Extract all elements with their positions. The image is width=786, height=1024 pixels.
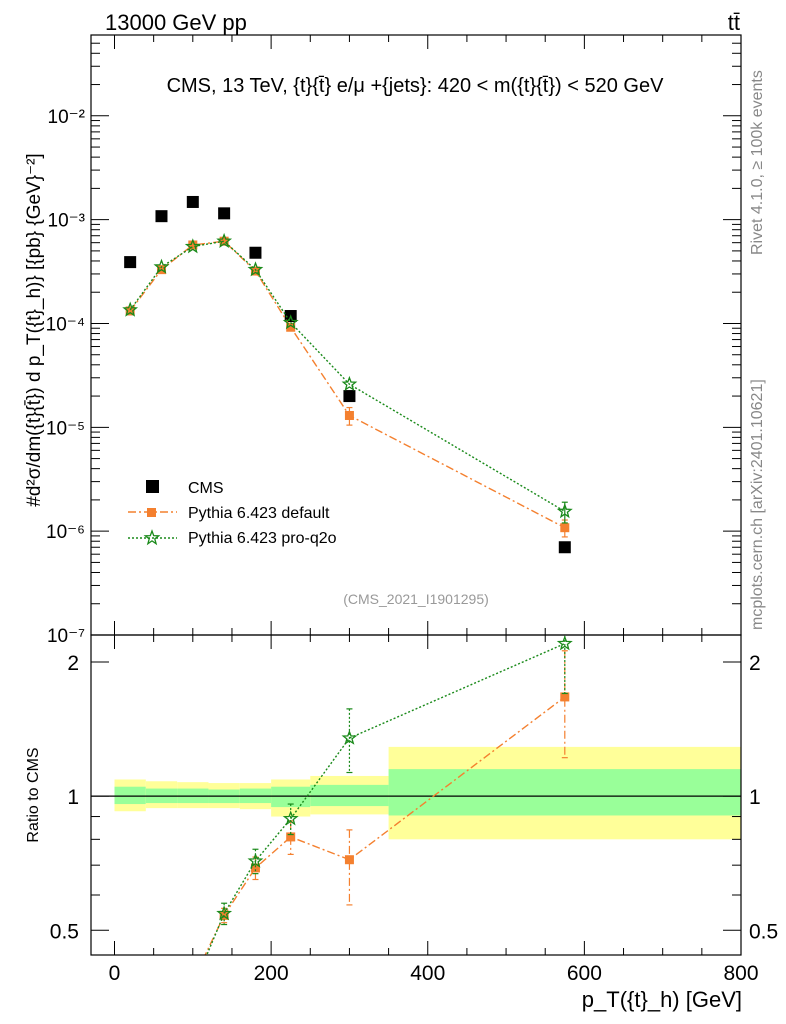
legend-marker-default xyxy=(147,508,156,517)
process-label: tt̄ xyxy=(728,10,740,35)
ratio-uncertainty-bands xyxy=(114,746,741,840)
ratio-band-green xyxy=(310,784,389,807)
x-tick-label: 600 xyxy=(567,962,602,985)
ratio-default-point xyxy=(126,1000,135,1009)
ratio-y-tick-label-right: 1 xyxy=(749,786,761,809)
ratio-proq2o-point xyxy=(556,635,573,651)
x-tick-label: 200 xyxy=(254,962,289,985)
energy-label: 13000 GeV pp xyxy=(105,10,247,35)
ratio-default-point xyxy=(250,863,260,873)
default-data-point xyxy=(286,322,296,332)
main-y-tick-label: 10⁻⁶ xyxy=(46,522,85,543)
proq2o-data-point xyxy=(282,314,299,330)
proq2o-data-point xyxy=(122,301,139,317)
ratio-proq2o-point xyxy=(282,810,299,826)
x-tick-label: 400 xyxy=(410,962,445,985)
ratio-y-tick-label-right: 2 xyxy=(749,652,761,675)
ratio-band-green xyxy=(271,786,311,808)
main-y-tick-label: 10⁻⁴ xyxy=(46,314,85,335)
ratio-axis-ticks xyxy=(91,635,742,955)
ratio-y-tick-label: 2 xyxy=(67,652,79,675)
ratio-proq2o-point xyxy=(187,982,199,994)
ratio-frame xyxy=(90,634,742,956)
default-data-point xyxy=(125,306,135,316)
ratio-proq2o-point xyxy=(124,993,136,1005)
legend-marker-proq2o xyxy=(143,529,161,546)
cms-data-point xyxy=(155,210,168,223)
x-tick-label: 800 xyxy=(723,962,758,985)
main-y-axis-label: #d²σ/dm({t}{t̄}) d p_T({t}_h)} [{pb} {Ge… xyxy=(24,153,45,506)
x-axis-label: p_T({t}_h) [GeV] xyxy=(582,987,742,1012)
default-data-point xyxy=(560,523,570,533)
cms-data-point xyxy=(249,246,262,259)
proq2o-data-point xyxy=(153,258,170,274)
ratio-default-point xyxy=(286,832,296,842)
main-panel: 10⁻⁷ 10⁻⁶ 10⁻⁵ 10⁻⁴ 10⁻³ 10⁻² CMS, 13 TeV, {t… xyxy=(24,34,742,647)
cms-data-point xyxy=(124,256,137,269)
chart-title: CMS, 13 TeV, {t}{t̄} e/μ +{jets}: 420 < … xyxy=(167,75,665,97)
main-axis-ticks xyxy=(91,34,742,636)
legend-label-default: Pythia 6.423 default xyxy=(188,505,330,522)
main-y-tick-labels: 10⁻⁷ 10⁻⁶ 10⁻⁵ 10⁻⁴ 10⁻³ 10⁻² xyxy=(46,107,85,647)
default-data-point xyxy=(250,266,260,276)
proq2o-line xyxy=(129,240,566,512)
ratio-y-tick-labels: 0.5 0.5 1 1 2 2 xyxy=(50,652,778,943)
side-label-rivet: Rivet 4.1.0, ≥ 100k events xyxy=(749,70,766,255)
x-tick-label: 0 xyxy=(109,962,121,985)
proq2o-data-point xyxy=(184,238,201,254)
ratio-proq2o-point xyxy=(247,852,264,868)
ratio-y-axis-label: Ratio to CMS xyxy=(25,747,42,842)
ratio-default-point xyxy=(188,976,197,985)
default-data-point xyxy=(344,410,354,420)
legend: CMS Pythia 6.423 default Pythia 6.423 pr… xyxy=(128,480,337,547)
main-series-group xyxy=(122,195,573,554)
proq2o-data-point xyxy=(341,375,358,391)
ratio-y-tick-label: 1 xyxy=(67,786,79,809)
cms-data-point xyxy=(343,390,356,403)
default-data-point xyxy=(219,236,229,246)
main-y-tick-label: 10⁻² xyxy=(48,107,86,128)
ratio-band-green xyxy=(114,786,146,805)
ratio-proq2o-point xyxy=(216,905,233,921)
ratio-default-point xyxy=(157,1018,166,1024)
ratio-proq2o-point xyxy=(341,729,358,745)
cms-data-point xyxy=(218,207,231,220)
legend-label-proq2o: Pythia 6.423 pro-q2o xyxy=(188,530,337,547)
ratio-y-tick-label: 0.5 xyxy=(50,920,79,943)
cms-data-point xyxy=(558,541,571,554)
ratio-proq2o-point xyxy=(155,1007,167,1019)
ratio-band-green xyxy=(388,769,741,816)
default-line xyxy=(129,240,566,529)
main-y-tick-label: 10⁻⁵ xyxy=(46,418,85,439)
side-label-mcplots: mcplots.cern.ch [arXiv:2401.10621] xyxy=(749,379,766,630)
ratio-y-tick-label-right: 0.5 xyxy=(749,920,778,943)
main-y-tick-label: 10⁻³ xyxy=(48,211,86,232)
ratio-series-group xyxy=(124,635,573,1024)
default-data-point xyxy=(188,240,198,250)
ratio-default-point xyxy=(560,692,570,702)
legend-label-cms: CMS xyxy=(188,480,224,497)
x-tick-labels: 0 200 400 600 800 xyxy=(109,962,759,985)
ratio-panel: 0.5 0.5 1 1 2 2 0 200 400 600 800 Ratio to CMS p_… xyxy=(25,634,778,1024)
legend-marker-cms xyxy=(146,480,159,493)
main-y-tick-label: 10⁻⁷ xyxy=(47,626,85,647)
analysis-watermark: (CMS_2021_I1901295) xyxy=(343,591,489,607)
proq2o-data-point xyxy=(247,261,264,277)
proq2o-data-point xyxy=(556,503,573,519)
proq2o-data-point xyxy=(216,232,233,249)
ratio-default-point xyxy=(344,855,354,865)
cms-data-point xyxy=(186,195,199,208)
